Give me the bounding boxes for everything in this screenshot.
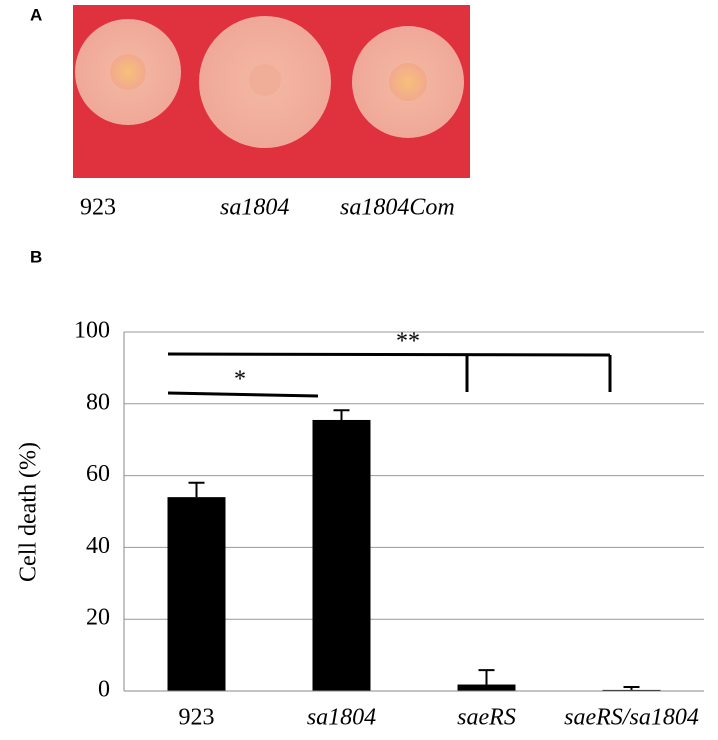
bar xyxy=(167,497,226,691)
significance-brackets xyxy=(167,352,612,398)
panel-label: B xyxy=(30,247,42,266)
y-axis-label: Cell death (%) xyxy=(16,442,42,582)
bar xyxy=(312,419,371,691)
y-tick-label: 20 xyxy=(86,605,110,631)
bar xyxy=(457,684,516,691)
caption: sa1804Com xyxy=(340,195,455,221)
error-bar xyxy=(333,409,350,420)
bar xyxy=(602,689,661,691)
error-bar xyxy=(188,481,205,498)
y-tick-label: 0 xyxy=(98,677,110,703)
caption: sa1804 xyxy=(220,195,289,221)
y-tick-label: 60 xyxy=(86,461,110,487)
error-bar xyxy=(623,686,640,690)
annotation: * xyxy=(234,367,246,393)
x-tick-label: saeRS xyxy=(457,705,516,731)
panel-label: A xyxy=(30,5,42,24)
y-tick-label: 80 xyxy=(86,389,110,415)
y-tick-label: 40 xyxy=(86,533,110,559)
x-tick-label: 923 xyxy=(179,705,215,731)
plate-photo xyxy=(73,5,470,178)
y-tick-label: 100 xyxy=(74,318,110,344)
caption: 923 xyxy=(80,195,116,221)
error-bar xyxy=(478,669,495,685)
x-tick-label: sa1804 xyxy=(307,705,376,731)
annotation: ** xyxy=(396,329,420,355)
x-tick-label: saeRS/sa1804 xyxy=(564,705,699,731)
